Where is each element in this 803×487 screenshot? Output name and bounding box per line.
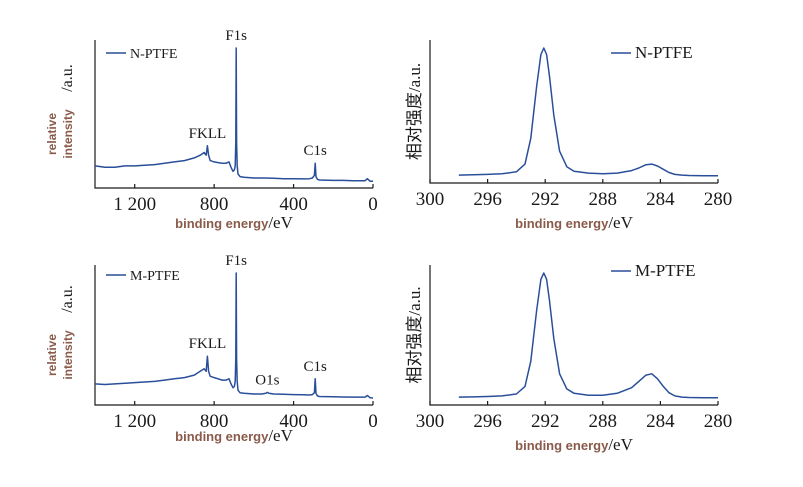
legend-label: M-PTFE xyxy=(635,261,695,280)
series-line xyxy=(458,47,718,177)
x-tick-label: 400 xyxy=(279,194,308,215)
panel-4: 300 296 292 288 284 280 M-PTFE binding energy/e… xyxy=(405,261,732,454)
legend-label: N-PTFE xyxy=(130,47,177,62)
peak-label-f1s: F1s xyxy=(225,253,247,269)
x-axis-label-unit: /eV xyxy=(608,213,633,232)
series-line xyxy=(458,272,718,399)
x-tick-label: 284 xyxy=(646,189,675,210)
y-axis-label-unit: /a.u. xyxy=(59,285,76,313)
panel-1: 1 200 800 400 0 N-PTFE binding energy/eV relat… xyxy=(45,28,378,232)
x-axis-label: binding energy/eV xyxy=(515,435,633,454)
x-tick-label: 800 xyxy=(200,194,229,215)
y-axis-label: 相对强度/a.u. xyxy=(405,63,424,160)
peak-label-o1s: O1s xyxy=(255,373,279,389)
x-axis-label-unit: /eV xyxy=(268,426,293,445)
x-axis-label-main: binding energy xyxy=(175,216,269,231)
series-line xyxy=(94,47,374,183)
y-axis-label-line2: intensity xyxy=(61,109,75,159)
x-tick-label: 296 xyxy=(473,189,502,210)
x-axis-label-unit: /eV xyxy=(608,435,633,454)
y-axis-label-unit: /a.u. xyxy=(59,64,76,92)
y-axis-label-text: 相对强度/a.u. xyxy=(405,63,424,160)
x-tick-label: 292 xyxy=(531,411,560,432)
y-axis-label-line1: relative xyxy=(45,113,59,155)
peak-label-c1s: C1s xyxy=(304,143,328,159)
x-tick-label: 300 xyxy=(416,411,445,432)
x-tick-label: 280 xyxy=(704,189,733,210)
peak-label-fkll: FKLL xyxy=(189,336,227,352)
x-axis-label-main: binding energy xyxy=(515,216,609,231)
axis-frame xyxy=(94,265,373,406)
x-tick-label: 292 xyxy=(531,189,560,210)
x-axis-label: binding energy/eV xyxy=(175,426,293,445)
peak-label-c1s: C1s xyxy=(304,359,328,375)
x-tick-label: 1 200 xyxy=(113,411,156,432)
panel-3: 1 200 800 400 0 M-PTFE binding energy/eV relat… xyxy=(45,253,378,445)
y-axis-label: relative intensity/a.u. xyxy=(45,64,76,158)
y-axis-label: 相对强度/a.u. xyxy=(405,286,424,383)
y-axis-label-text: 相对强度/a.u. xyxy=(405,286,424,383)
x-tick-label: 400 xyxy=(279,411,308,432)
y-axis-label-line1: relative xyxy=(45,334,59,376)
x-tick-label: 280 xyxy=(704,411,733,432)
x-tick-label: 1 200 xyxy=(113,194,156,215)
x-tick-label: 0 xyxy=(368,411,378,432)
legend-label: N-PTFE xyxy=(635,43,693,62)
x-tick-label: 300 xyxy=(416,189,445,210)
peak-label-f1s: F1s xyxy=(225,28,247,44)
x-axis-label-unit: /eV xyxy=(268,213,293,232)
x-tick-label: 800 xyxy=(200,411,229,432)
x-axis-label: binding energy/eV xyxy=(515,213,633,232)
x-tick-label: 288 xyxy=(589,189,618,210)
series-line xyxy=(94,272,374,399)
x-axis-label: binding energy/eV xyxy=(175,213,293,232)
y-axis-label-line2: intensity xyxy=(61,330,75,380)
x-axis-label-main: binding energy xyxy=(515,438,609,453)
x-tick-label: 296 xyxy=(473,411,502,432)
x-tick-label: 284 xyxy=(646,411,675,432)
x-tick-label: 288 xyxy=(589,411,618,432)
x-axis-label-main: binding energy xyxy=(175,429,269,444)
y-axis-label: relative intensity/a.u. xyxy=(45,285,76,379)
x-tick-label: 0 xyxy=(368,194,378,215)
axis-frame xyxy=(94,40,373,189)
axis-frame xyxy=(429,265,718,406)
legend-label: M-PTFE xyxy=(130,269,180,284)
peak-label-fkll: FKLL xyxy=(189,126,227,142)
panel-2: 300 296 292 288 284 280 N-PTFE binding energy/e… xyxy=(405,40,732,232)
